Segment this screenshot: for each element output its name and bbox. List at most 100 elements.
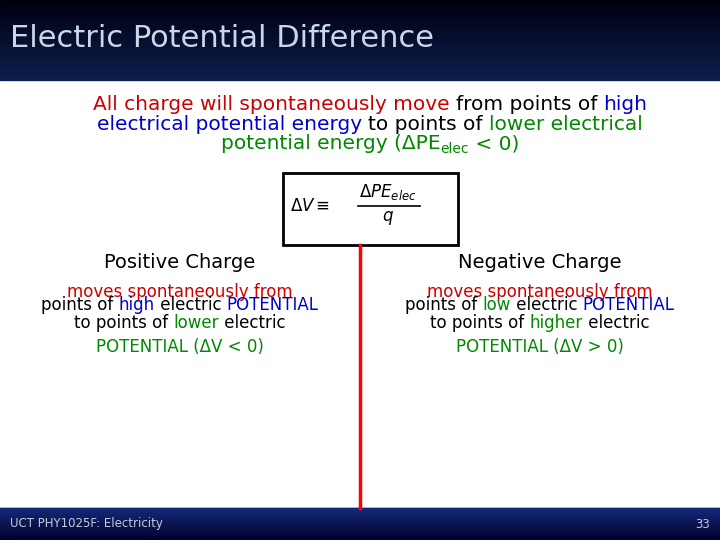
Text: to points of: to points of: [369, 115, 490, 134]
Bar: [0, 48, 720, 49]
Bar: [0, 61, 720, 63]
Bar: [0, 522, 720, 523]
Bar: [0, 521, 720, 522]
Bar: [0, 2, 720, 4]
Bar: [0, 31, 720, 33]
Text: POTENTIAL (ΔV < 0): POTENTIAL (ΔV < 0): [96, 338, 264, 356]
Bar: [0, 50, 720, 52]
Bar: [0, 525, 720, 526]
Bar: [0, 533, 720, 534]
Bar: [0, 519, 720, 520]
Bar: [0, 73, 720, 75]
Bar: [0, 515, 720, 516]
Text: high: high: [119, 296, 155, 314]
Bar: [0, 512, 720, 514]
Bar: [0, 517, 720, 518]
Bar: [0, 59, 720, 62]
Bar: [0, 526, 720, 528]
Bar: [0, 508, 720, 509]
Text: potential energy (ΔPE: potential energy (ΔPE: [221, 134, 441, 153]
Bar: [0, 28, 720, 29]
Bar: [0, 516, 720, 517]
Bar: [0, 524, 720, 525]
Bar: [0, 510, 720, 511]
Text: All charge will spontaneously move: All charge will spontaneously move: [93, 95, 456, 114]
Text: to points of: to points of: [431, 314, 530, 332]
Bar: [0, 529, 720, 530]
Bar: [0, 44, 720, 45]
Bar: [0, 53, 720, 55]
Bar: [0, 515, 720, 516]
Bar: [0, 78, 720, 80]
Bar: [0, 25, 720, 26]
Bar: [0, 531, 720, 532]
Bar: [0, 56, 720, 57]
Bar: [0, 523, 720, 524]
Bar: [0, 16, 720, 17]
Bar: [0, 71, 720, 73]
Bar: [0, 46, 720, 48]
Text: electrical potential energy: electrical potential energy: [97, 115, 369, 134]
Bar: [0, 22, 720, 24]
Text: 33: 33: [696, 517, 710, 530]
Bar: [0, 6, 720, 8]
Bar: [0, 509, 720, 510]
Bar: [0, 524, 720, 525]
Text: moves spontaneously from: moves spontaneously from: [67, 283, 293, 301]
Text: higher: higher: [530, 314, 583, 332]
Bar: [0, 521, 720, 522]
Text: Negative Charge: Negative Charge: [458, 253, 622, 272]
Bar: [0, 520, 720, 521]
Bar: [0, 526, 720, 527]
Bar: [0, 530, 720, 531]
Text: UCT PHY1025F: Electricity: UCT PHY1025F: Electricity: [10, 517, 163, 530]
Bar: [0, 539, 720, 540]
Bar: [0, 510, 720, 511]
Bar: [0, 11, 720, 14]
Bar: [0, 34, 720, 36]
Text: from points of: from points of: [456, 95, 603, 114]
Bar: [0, 513, 720, 514]
Bar: [0, 532, 720, 533]
Text: $\Delta PE_{elec}$: $\Delta PE_{elec}$: [359, 182, 417, 202]
Text: low: low: [482, 296, 511, 314]
Bar: [0, 518, 720, 519]
Bar: [0, 68, 720, 69]
Bar: [0, 13, 720, 15]
Bar: [0, 512, 720, 513]
Bar: [0, 514, 720, 515]
Text: $q$: $q$: [382, 209, 394, 227]
Bar: [0, 9, 720, 11]
Bar: [0, 10, 720, 12]
Bar: [0, 26, 720, 28]
Bar: [0, 29, 720, 31]
Bar: [0, 58, 720, 60]
Bar: [0, 523, 720, 524]
Text: moves spontaneously from: moves spontaneously from: [427, 283, 653, 301]
Bar: [0, 51, 720, 53]
Bar: [0, 19, 720, 22]
Text: POTENTIAL: POTENTIAL: [583, 296, 675, 314]
Bar: [0, 30, 720, 32]
Bar: [0, 528, 720, 529]
Bar: [0, 511, 720, 512]
Text: elec: elec: [441, 142, 469, 156]
Bar: [0, 537, 720, 538]
Bar: [0, 21, 720, 23]
Text: Electric Potential Difference: Electric Potential Difference: [10, 24, 434, 53]
Bar: [0, 514, 720, 515]
Text: electric: electric: [583, 314, 649, 332]
Bar: [0, 38, 720, 40]
Bar: [0, 8, 720, 9]
Bar: [0, 18, 720, 20]
Bar: [0, 36, 720, 37]
Bar: [0, 509, 720, 510]
Bar: [0, 508, 720, 509]
Bar: [0, 516, 720, 517]
Text: electric: electric: [511, 296, 583, 314]
Bar: [0, 1, 720, 3]
Bar: [0, 5, 720, 6]
Text: to points of: to points of: [74, 314, 174, 332]
Bar: [0, 522, 720, 523]
Bar: [0, 74, 720, 76]
